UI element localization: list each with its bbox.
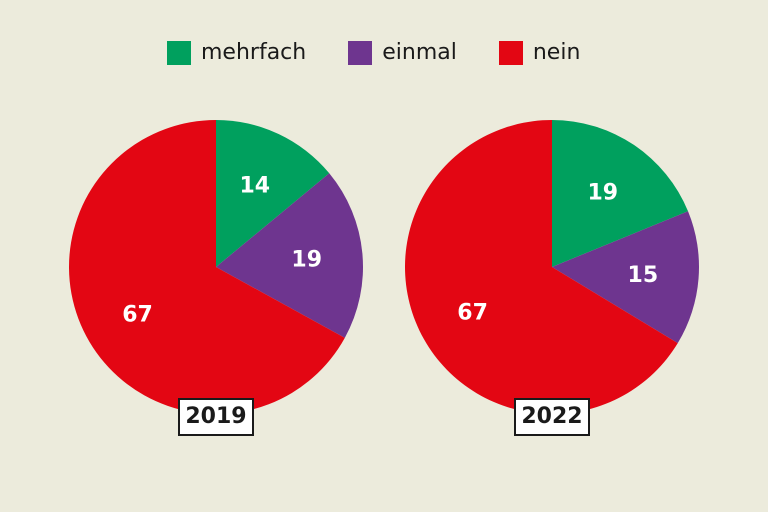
legend: mehrfach einmal nein [167,40,622,65]
year-label-2022: 2022 [514,398,590,436]
pie-slice-mehrfach-2022 [552,120,689,267]
legend-label: nein [532,40,581,65]
legend-item-mehrfach: mehrfach [167,40,306,65]
pie-slice-einmal-2022 [552,211,700,344]
legend-label: mehrfach [201,40,307,65]
data-label: 15 [628,263,659,288]
data-label: 19 [587,180,618,205]
legend-swatch-mehrfach [167,40,191,65]
legend-swatch-einmal [348,40,373,65]
legend-swatch-nein [498,40,523,65]
data-label: 67 [122,302,153,327]
pie-slice-einmal-2019 [216,173,363,338]
data-label: 14 [239,174,270,199]
pie-slice-mehrfach-2019 [216,120,330,267]
year-label-2019: 2019 [178,398,254,436]
legend-item-nein: nein [498,40,581,65]
legend-label: einmal [382,40,457,65]
data-label: 19 [291,247,322,272]
pie-slice-nein-2019 [68,120,345,415]
pie-slice-nein-2022 [405,120,678,414]
data-label: 67 [457,301,488,326]
legend-item-einmal: einmal [348,40,457,65]
